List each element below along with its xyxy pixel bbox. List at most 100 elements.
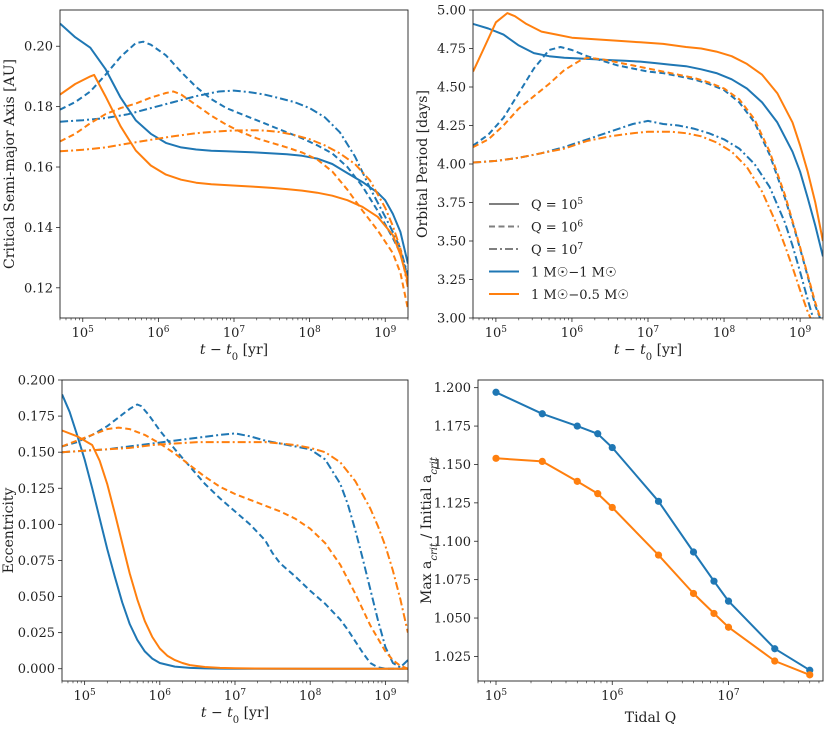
x-axis-label: t − t0 [yr] xyxy=(200,342,268,363)
y-tick-label: 5.00 xyxy=(437,4,466,19)
y-tick-label: 4.00 xyxy=(437,158,466,173)
x-tick-label: 109 xyxy=(374,688,397,704)
series-line-orange-solid xyxy=(60,73,408,283)
series-line-orange-dashed xyxy=(60,90,408,310)
x-tick-label: 107 xyxy=(637,325,660,341)
legend: Q = 105 Q = 106 Q = 107 1 M☉−1 M☉ 1 M☉−0.5 M… xyxy=(489,197,629,303)
y-tick-label: 1.200 xyxy=(434,381,471,396)
chart-panel-p3: 0.000 0.025 0.050 0.075 0.100 0.125 0.150 0.175… xyxy=(1,374,409,726)
y-tick-label: 1.150 xyxy=(434,458,471,473)
data-point-blue xyxy=(710,577,718,585)
y-tick-label: 0.200 xyxy=(18,374,55,389)
x-axis-label: t − t0 [yr] xyxy=(614,342,682,363)
data-point-blue xyxy=(608,443,616,452)
x-axis-label: t − t0 [yr] xyxy=(201,705,269,726)
y-tick-label: 0.100 xyxy=(18,518,55,533)
series-line-blue-solid xyxy=(495,391,811,672)
data-point-orange xyxy=(689,589,698,598)
y-tick-label: 0.075 xyxy=(18,554,55,569)
series-line-blue-dashdot xyxy=(62,432,408,669)
y-tick-label: 0.14 xyxy=(24,221,53,236)
series-group xyxy=(62,394,408,670)
data-point-blue xyxy=(538,410,546,418)
data-point-orange xyxy=(608,503,616,512)
x-tick-label: 107 xyxy=(717,688,740,704)
series-line-orange-solid xyxy=(62,429,408,670)
data-point-orange xyxy=(806,671,814,679)
axes-frame xyxy=(477,379,824,682)
data-point-orange xyxy=(538,457,546,465)
y-tick-label: 3.25 xyxy=(437,273,466,288)
series-line-orange-dashdot xyxy=(473,130,812,318)
y-axis-label: Max acrit / Initial acrit xyxy=(419,456,440,604)
y-tick-label: 1.125 xyxy=(434,496,471,511)
y-tick-label: 0.16 xyxy=(24,161,53,176)
data-point-orange xyxy=(492,454,500,462)
chart-panel-p2: 3.00 3.25 3.50 3.75 4.00 4.25 4.50 4.75 5.00 105 1… xyxy=(415,4,824,363)
x-tick-label: 105 xyxy=(72,325,95,341)
x-tick-label: 107 xyxy=(224,688,247,704)
y-tick-label: 3.50 xyxy=(437,235,466,250)
y-axis-label: Orbital Period [days] xyxy=(415,90,431,238)
x-tick-label: 108 xyxy=(713,325,736,341)
y-tick-label: 1.050 xyxy=(434,612,471,627)
y-tick-label: 4.25 xyxy=(437,119,466,134)
y-tick-label: 0.20 xyxy=(24,40,53,55)
y-tick-label: 1.175 xyxy=(434,420,471,435)
series-line-orange-dashed xyxy=(62,426,408,670)
series-group xyxy=(473,12,823,318)
series-line-blue-dashdot xyxy=(60,89,408,276)
x-tick-label: 109 xyxy=(789,325,812,341)
data-point-orange xyxy=(724,623,733,631)
data-point-blue xyxy=(573,422,581,430)
axes-frame xyxy=(472,9,824,319)
legend-label: 1 M☉−0.5 M☉ xyxy=(531,288,629,303)
y-tick-label: 1.025 xyxy=(434,650,471,665)
series-line-blue-solid xyxy=(473,22,823,257)
x-tick-label: 108 xyxy=(298,325,321,341)
legend-label: Q = 105 xyxy=(531,197,583,213)
data-point-blue xyxy=(492,388,500,396)
y-tick-label: 4.50 xyxy=(437,81,466,96)
series-line-blue-solid xyxy=(60,22,408,264)
legend-label: 1 M☉−1 M☉ xyxy=(531,266,617,281)
data-point-orange xyxy=(710,609,718,618)
y-tick-label: 0.18 xyxy=(24,100,53,115)
y-tick-label: 0.125 xyxy=(18,482,55,497)
data-point-orange xyxy=(654,551,663,559)
series-line-blue-dashed xyxy=(62,403,408,670)
series-line-blue-dashed xyxy=(473,46,822,318)
x-tick-label: 106 xyxy=(149,688,172,704)
data-point-blue xyxy=(689,548,698,556)
data-point-blue xyxy=(594,430,602,438)
y-tick-label: 3.75 xyxy=(437,196,466,211)
series-line-orange-dashdot xyxy=(62,441,408,633)
chart-panel-p4: 1.025 1.050 1.075 1.100 1.125 1.150 1.175 1.200… xyxy=(419,379,824,726)
y-tick-label: 3.00 xyxy=(437,312,466,327)
y-tick-label: 0.025 xyxy=(18,626,55,641)
chart-panel-p1: 0.12 0.14 0.16 0.18 0.20 105 106 107 108 109 t − t… xyxy=(2,9,409,363)
x-tick-label: 106 xyxy=(601,688,624,704)
series-group xyxy=(60,22,408,310)
series-line-blue-dashed xyxy=(60,40,408,277)
data-point-blue xyxy=(724,597,733,605)
y-tick-label: 4.75 xyxy=(437,42,466,57)
series-line-orange-dashdot xyxy=(60,129,408,288)
x-tick-label: 106 xyxy=(147,325,170,341)
series-line-orange-solid xyxy=(473,12,823,242)
series-line-orange-solid xyxy=(495,457,811,676)
y-tick-label: 0.12 xyxy=(24,281,53,296)
x-tick-label: 107 xyxy=(223,325,246,341)
y-tick-label: 0.050 xyxy=(18,590,55,605)
x-tick-label: 106 xyxy=(561,325,584,341)
series-group xyxy=(492,388,814,679)
y-axis-label: Critical Semi-major Axis [AU] xyxy=(2,59,18,269)
data-point-blue xyxy=(654,497,663,505)
y-tick-label: 0.000 xyxy=(18,662,55,677)
x-tick-label: 109 xyxy=(374,325,397,341)
y-tick-label: 0.150 xyxy=(18,446,55,461)
data-point-orange xyxy=(771,657,779,665)
y-tick-label: 1.100 xyxy=(434,535,471,550)
legend-label: Q = 107 xyxy=(531,242,583,258)
